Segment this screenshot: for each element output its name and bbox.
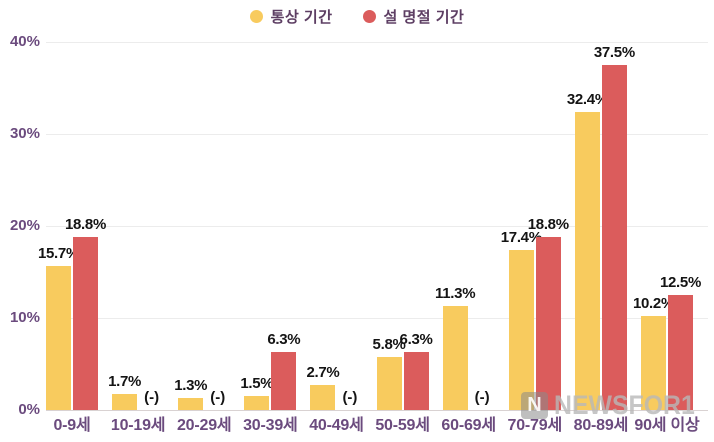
gridline-10 <box>46 317 708 319</box>
bar-holiday-period-90세 이상 <box>667 295 693 410</box>
value-label-holiday-period-70-79세: 18.8% <box>527 216 569 234</box>
y-axis-tick-40: 40% <box>9 33 40 50</box>
bar-holiday-period-80-89세 <box>601 65 627 410</box>
value-label-normal-period-40-49세: 2.7% <box>306 364 340 382</box>
null-value-label-holiday-period-40-49세: (-) <box>342 389 358 406</box>
value-label-holiday-period-90세 이상: 12.5% <box>659 274 701 291</box>
x-axis-tick-90세 이상: 90세 이상 <box>634 417 700 434</box>
gridline-40 <box>46 41 708 43</box>
x-axis-tick-80-89세: 80-89세 <box>573 417 629 434</box>
x-axis-tick-10-19세: 10-19세 <box>110 417 166 434</box>
bar-normal-period-10-19세 <box>112 394 138 410</box>
bar-holiday-period-70-79세 <box>535 237 561 410</box>
null-value-label-holiday-period-10-19세: (-) <box>144 389 160 406</box>
bar-normal-period-60-69세 <box>442 306 468 410</box>
legend-item-holiday-period: 설 명절 기간 <box>362 6 465 27</box>
legend-label-normal-period: 통상 기간 <box>270 8 333 26</box>
x-axis-tick-0-9세: 0-9세 <box>53 417 91 434</box>
bar-normal-period-0-9세 <box>46 265 71 410</box>
bar-normal-period-80-89세 <box>574 111 600 410</box>
legend-swatch-normal-period-icon <box>249 9 263 23</box>
y-axis-tick-10: 10% <box>9 309 40 326</box>
bar-normal-period-40-49세 <box>310 385 336 410</box>
legend: 통상 기간 설 명절 기간 <box>0 4 714 28</box>
value-label-holiday-period-30-39세: 6.3% <box>267 331 301 349</box>
y-axis-tick-0: 0% <box>18 401 40 418</box>
value-label-normal-period-30-39세: 1.5% <box>240 375 274 393</box>
bar-normal-period-20-29세 <box>178 398 204 410</box>
y-axis-tick-20: 20% <box>9 217 40 234</box>
bar-normal-period-70-79세 <box>508 249 534 410</box>
value-label-holiday-period-0-9세: 18.8% <box>64 216 107 234</box>
value-label-holiday-period-50-59세: 6.3% <box>399 331 433 349</box>
bar-normal-period-90세 이상 <box>640 316 666 410</box>
x-axis-tick-40-49세: 40-49세 <box>309 417 364 434</box>
legend-item-normal-period: 통상 기간 <box>249 6 333 27</box>
gridline-20 <box>46 225 708 227</box>
bar-holiday-period-50-59세 <box>403 352 429 410</box>
legend-swatch-holiday-period-icon <box>362 9 376 23</box>
bar-normal-period-50-59세 <box>376 356 402 410</box>
x-axis-tick-60-69세: 60-69세 <box>441 417 496 434</box>
value-label-holiday-period-80-89세: 37.5% <box>593 44 635 61</box>
value-label-normal-period-70-79세: 17.4% <box>500 228 542 246</box>
gridline-30 <box>46 133 708 135</box>
x-axis-tick-20-29세: 20-29세 <box>176 417 232 434</box>
y-axis-tick-30: 30% <box>9 125 40 142</box>
value-label-normal-period-80-89세: 32.4% <box>566 90 608 108</box>
null-value-label-holiday-period-20-29세: (-) <box>210 389 226 406</box>
value-label-normal-period-50-59세: 5.8% <box>372 335 406 353</box>
x-axis-tick-50-59세: 50-59세 <box>375 417 430 434</box>
value-label-normal-period-60-69세: 11.3% <box>435 285 476 303</box>
gridline-0 <box>46 409 708 411</box>
value-label-normal-period-90세 이상: 10.2% <box>632 295 674 313</box>
bar-holiday-period-30-39세 <box>271 352 297 410</box>
x-axis-tick-30-39세: 30-39세 <box>243 417 298 434</box>
bar-normal-period-30-39세 <box>244 396 270 410</box>
legend-label-holiday-period: 설 명절 기간 <box>383 8 465 26</box>
value-label-normal-period-20-29세: 1.3% <box>174 377 208 395</box>
null-value-label-holiday-period-60-69세: (-) <box>474 389 490 406</box>
x-axis-tick-70-79세: 70-79세 <box>507 417 563 434</box>
bar-holiday-period-0-9세 <box>73 237 98 410</box>
value-label-normal-period-0-9세: 15.7% <box>37 244 80 262</box>
value-label-normal-period-10-19세: 1.7% <box>108 373 142 391</box>
